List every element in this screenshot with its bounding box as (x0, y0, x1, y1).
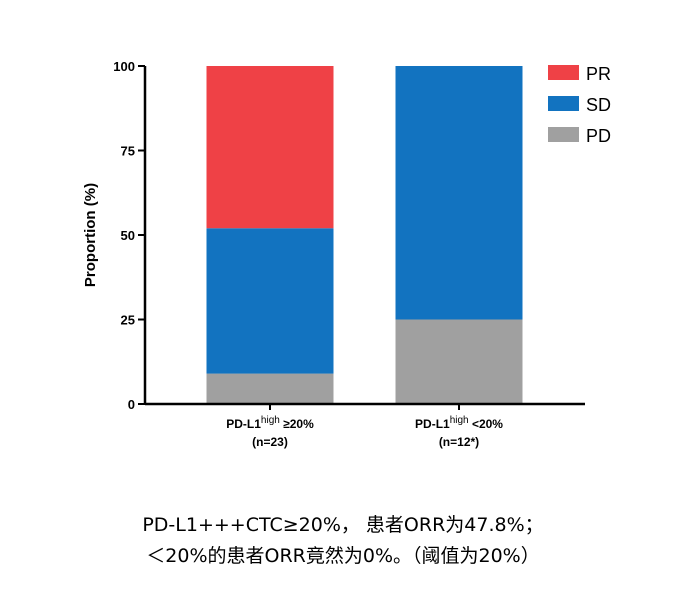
caption-line-1: PD-L1+++CTC≥20%， 患者ORR为47.8%； (142, 514, 544, 536)
category-sample-size-1: (n=23) (252, 435, 288, 449)
category-label-superscript: high (450, 415, 469, 426)
category-label-threshold: ≥20% (280, 417, 314, 431)
category-labels-group: PD-L1high ≥20%(n=23)PD-L1high <20%(n=12*… (226, 404, 503, 449)
bar-segment-pd-2 (395, 319, 523, 404)
legend-label-pd: PD (586, 126, 611, 146)
category-label-1: PD-L1high ≥20% (226, 415, 314, 431)
bar-segment-sd-2 (395, 66, 523, 320)
legend-swatch-pd (548, 127, 579, 142)
bar-segment-pd-1 (206, 373, 334, 404)
legend-swatch-sd (548, 96, 579, 111)
y-tick-label-50: 50 (121, 228, 135, 243)
category-label-main: PD-L1 (226, 417, 261, 431)
y-tick-label-25: 25 (121, 313, 135, 328)
y-tick-label-75: 75 (121, 144, 135, 159)
y-axis-title: Proportion (%) (82, 183, 99, 287)
category-label-main: PD-L1 (415, 417, 450, 431)
category-label-threshold: <20% (469, 417, 504, 431)
bar-segment-pr-1 (206, 66, 334, 229)
category-sample-size-2: (n=12*) (439, 435, 479, 449)
y-tick-label-100: 100 (113, 59, 135, 74)
legend-swatch-pr (548, 65, 579, 80)
caption-line-2: ＜20%的患者ORR竟然为0%。（阈值为20%） (146, 545, 540, 567)
category-label-superscript: high (261, 415, 280, 426)
bars-group (206, 66, 523, 404)
y-tick-label-0: 0 (128, 397, 135, 412)
legend-label-pr: PR (586, 64, 611, 84)
legend-label-sd: SD (586, 95, 611, 115)
bar-segment-sd-1 (206, 228, 334, 374)
legend: PR SD PD (548, 64, 611, 146)
y-ticks-group: 0 25 50 75 100 (113, 59, 145, 412)
category-label-2: PD-L1high <20% (415, 415, 503, 431)
